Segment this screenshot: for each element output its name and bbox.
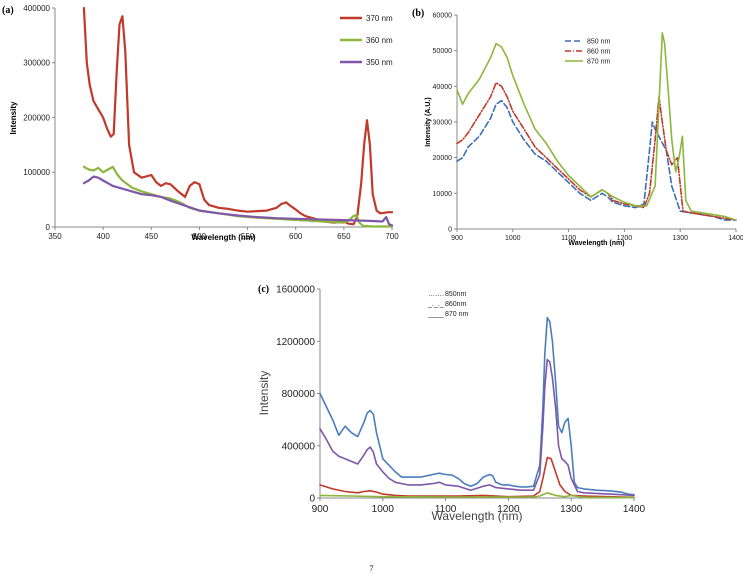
y-tick-label: 200000 (23, 113, 50, 122)
x-tick-label: 1400 (623, 504, 646, 515)
series-line-870-nm (456, 31, 737, 221)
x-tick-label: 1300 (560, 504, 583, 515)
x-tick-label: 1200 (497, 504, 520, 515)
y-tick-label: 0 (46, 223, 51, 232)
x-tick-label: 450 (145, 232, 159, 241)
series-line-360-nm (82, 165, 394, 228)
series-line-860-nm (456, 82, 737, 221)
series-line-3 (319, 456, 635, 499)
x-tick-label: 1100 (561, 235, 576, 242)
x-tick-label: 1000 (505, 235, 521, 242)
panel-b-legend: 850 nm 860 nm 870 nm (565, 38, 611, 65)
x-tick-label: 1100 (435, 504, 457, 515)
series-line-4 (319, 492, 635, 499)
axis-lines (319, 289, 634, 499)
panel-label-c: (c) (258, 284, 269, 295)
panel-b-x-axis-label: Wavelength (nm) (568, 240, 624, 247)
panel-a-legend: 370 nm 360 nm 350 nm (340, 14, 393, 67)
panel-a-y-axis-label: Intensity (9, 101, 18, 134)
series-line-850-nm (456, 99, 737, 221)
x-tick-label: 700 (385, 232, 399, 241)
legend-marker: _._._ (427, 301, 444, 308)
x-tick-label: 500 (193, 232, 207, 241)
y-tick-label: 400000 (23, 4, 50, 13)
legend-marker: ……. (428, 291, 444, 298)
y-tick-label: 1600000 (276, 285, 315, 296)
legend-label: 870 nm (445, 311, 469, 318)
legend-label: 370 nm (366, 14, 393, 23)
y-tick-label: 60000 (433, 12, 453, 19)
x-tick-label: 1400 (728, 235, 743, 242)
x-tick-label: 650 (337, 232, 351, 241)
x-tick-label: 1000 (372, 504, 395, 515)
panel-b-plot: 0 10000 20000 30000 40000 50000 60000 900 1000 11… (433, 12, 743, 242)
panel-c-y-axis-label: Intensity (257, 371, 271, 416)
x-tick-label: 1200 (617, 235, 633, 242)
series-line-370-nm (82, 6, 394, 226)
y-tick-label: 400000 (282, 441, 316, 452)
panel-a: (a) 0 100000 200000 300000 400000 350 400 450 50… (2, 4, 399, 242)
x-tick-label: 1300 (672, 235, 688, 242)
x-tick-label: 900 (451, 235, 463, 242)
x-tick-label: 350 (48, 232, 62, 241)
legend-marker: ____ (427, 311, 444, 318)
panel-label-a: (a) (2, 5, 14, 16)
legend-label: 860 nm (587, 48, 611, 55)
y-tick-label: 40000 (433, 84, 453, 91)
legend-label: 850nm (445, 291, 467, 298)
panel-c-legend: ……. 850nm_._._ 860nm____ 870 nm (427, 291, 469, 318)
legend-label: 850 nm (587, 38, 611, 45)
series-line-350-nm (82, 175, 394, 227)
x-tick-label: 400 (96, 232, 110, 241)
panel-c-x-axis-label: Wavelength (nm) (432, 509, 523, 523)
x-tick-label: 900 (312, 504, 329, 515)
series-line-2 (319, 358, 635, 497)
y-tick-label: 50000 (433, 48, 453, 55)
legend-label: 350 nm (366, 58, 393, 67)
y-tick-label: 300000 (23, 59, 50, 68)
x-tick-label: 550 (241, 232, 255, 241)
panel-a-plot: 0 100000 200000 300000 400000 350 400 450 500 550… (23, 4, 399, 241)
panel-c: (c) 0 400000 800000 1200000 1600000 900 1000 11… (257, 284, 646, 523)
y-tick-label: 20000 (433, 155, 453, 162)
legend-label: 360 nm (366, 36, 393, 45)
x-tick-label: 600 (289, 232, 303, 241)
panel-b-y-axis-label: Intensity (A.U.) (425, 97, 432, 146)
y-tick-label: 10000 (433, 191, 453, 198)
y-tick-label: 30000 (433, 119, 453, 126)
y-tick-label: 1200000 (276, 337, 315, 348)
y-tick-label: 0 (448, 226, 452, 233)
series-line-1 (319, 316, 635, 496)
panel-label-b: (b) (412, 8, 424, 19)
panel-c-plot: 0 400000 800000 1200000 1600000 900 1000 1100 12… (276, 285, 645, 516)
y-tick-label: 100000 (23, 168, 50, 177)
legend-label: 860nm (445, 301, 467, 308)
legend-label: 870 nm (587, 58, 611, 65)
y-tick-label: 0 (309, 494, 315, 505)
panel-b: (b) 0 10000 20000 30000 40000 50000 60000 900 10… (412, 8, 743, 247)
page-number: 7 (369, 564, 374, 573)
y-tick-label: 800000 (282, 389, 316, 400)
panel-a-x-axis-label: Wavelength (nm) (191, 233, 255, 242)
